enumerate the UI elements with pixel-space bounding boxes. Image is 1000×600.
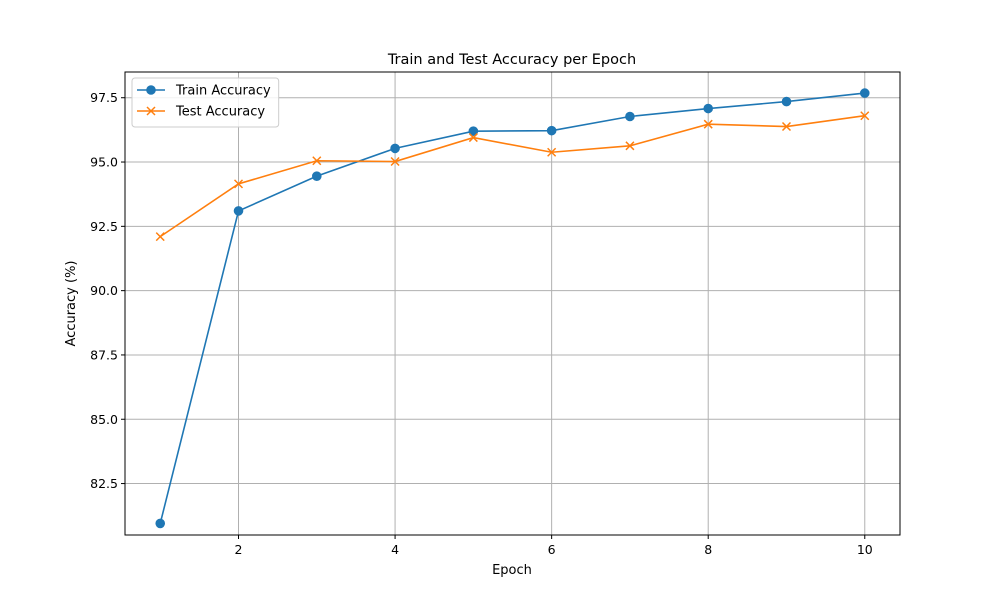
- x-axis-label: Epoch: [492, 563, 532, 578]
- test-accuracy-point: [860, 111, 870, 121]
- train-accuracy-point: [625, 111, 635, 122]
- x-tick-label: 10: [857, 542, 873, 557]
- chart-title: Train and Test Accuracy per Epoch: [387, 52, 636, 68]
- test-accuracy-series: [155, 111, 870, 242]
- test-accuracy-legend-label: Test Accuracy: [175, 105, 265, 120]
- train-accuracy-legend-label: Train Accuracy: [175, 84, 271, 99]
- grid-lines: [125, 72, 900, 535]
- test-accuracy-point: [781, 122, 792, 132]
- plot-frame: [124, 71, 901, 536]
- x-tick-label: 6: [548, 542, 556, 557]
- y-tick-label: 92.5: [90, 219, 118, 234]
- x-tick-label: 2: [235, 542, 243, 557]
- train-accuracy-point: [781, 96, 792, 107]
- train-accuracy-point: [468, 126, 479, 136]
- y-tick-label: 85.0: [90, 412, 118, 427]
- y-tick-label: 95.0: [90, 155, 118, 170]
- train-accuracy-line: [159, 92, 865, 524]
- test-accuracy-legend-marker: [146, 106, 156, 116]
- train-accuracy-point: [233, 206, 244, 216]
- train-accuracy-point: [155, 518, 166, 529]
- x-tick-label: 8: [704, 542, 712, 557]
- test-accuracy-point: [547, 147, 557, 157]
- axis-ticks: 2 4 6 8 10 82.5 85.0 87.5 90.0 92.5 95.0 97.5: [90, 90, 873, 557]
- legend-box: [131, 77, 280, 128]
- y-axis-label: Accuracy (%): [64, 261, 79, 347]
- test-accuracy-point: [155, 232, 165, 242]
- y-tick-label: 82.5: [90, 476, 118, 491]
- x-tick-label: 4: [391, 542, 399, 557]
- train-accuracy-point: [859, 88, 870, 98]
- train-accuracy-point: [703, 103, 714, 114]
- train-accuracy-series: [155, 88, 870, 529]
- train-accuracy-point: [390, 143, 400, 154]
- train-accuracy-point: [311, 171, 322, 181]
- test-accuracy-point: [468, 133, 478, 143]
- y-tick-label: 87.5: [90, 347, 118, 362]
- series-layer: [155, 88, 870, 529]
- test-accuracy-point: [625, 141, 635, 151]
- train-accuracy-point: [546, 125, 557, 136]
- test-accuracy-point: [312, 156, 322, 166]
- test-accuracy-point: [390, 156, 400, 167]
- y-tick-label: 90.0: [90, 283, 118, 298]
- train-accuracy-legend-marker: [146, 85, 156, 95]
- legend: Train Accuracy Test Accuracy: [131, 77, 280, 128]
- test-accuracy-point: [703, 119, 713, 129]
- test-accuracy-point: [233, 179, 244, 189]
- y-tick-label: 97.5: [90, 90, 118, 105]
- test-accuracy-line: [159, 114, 865, 238]
